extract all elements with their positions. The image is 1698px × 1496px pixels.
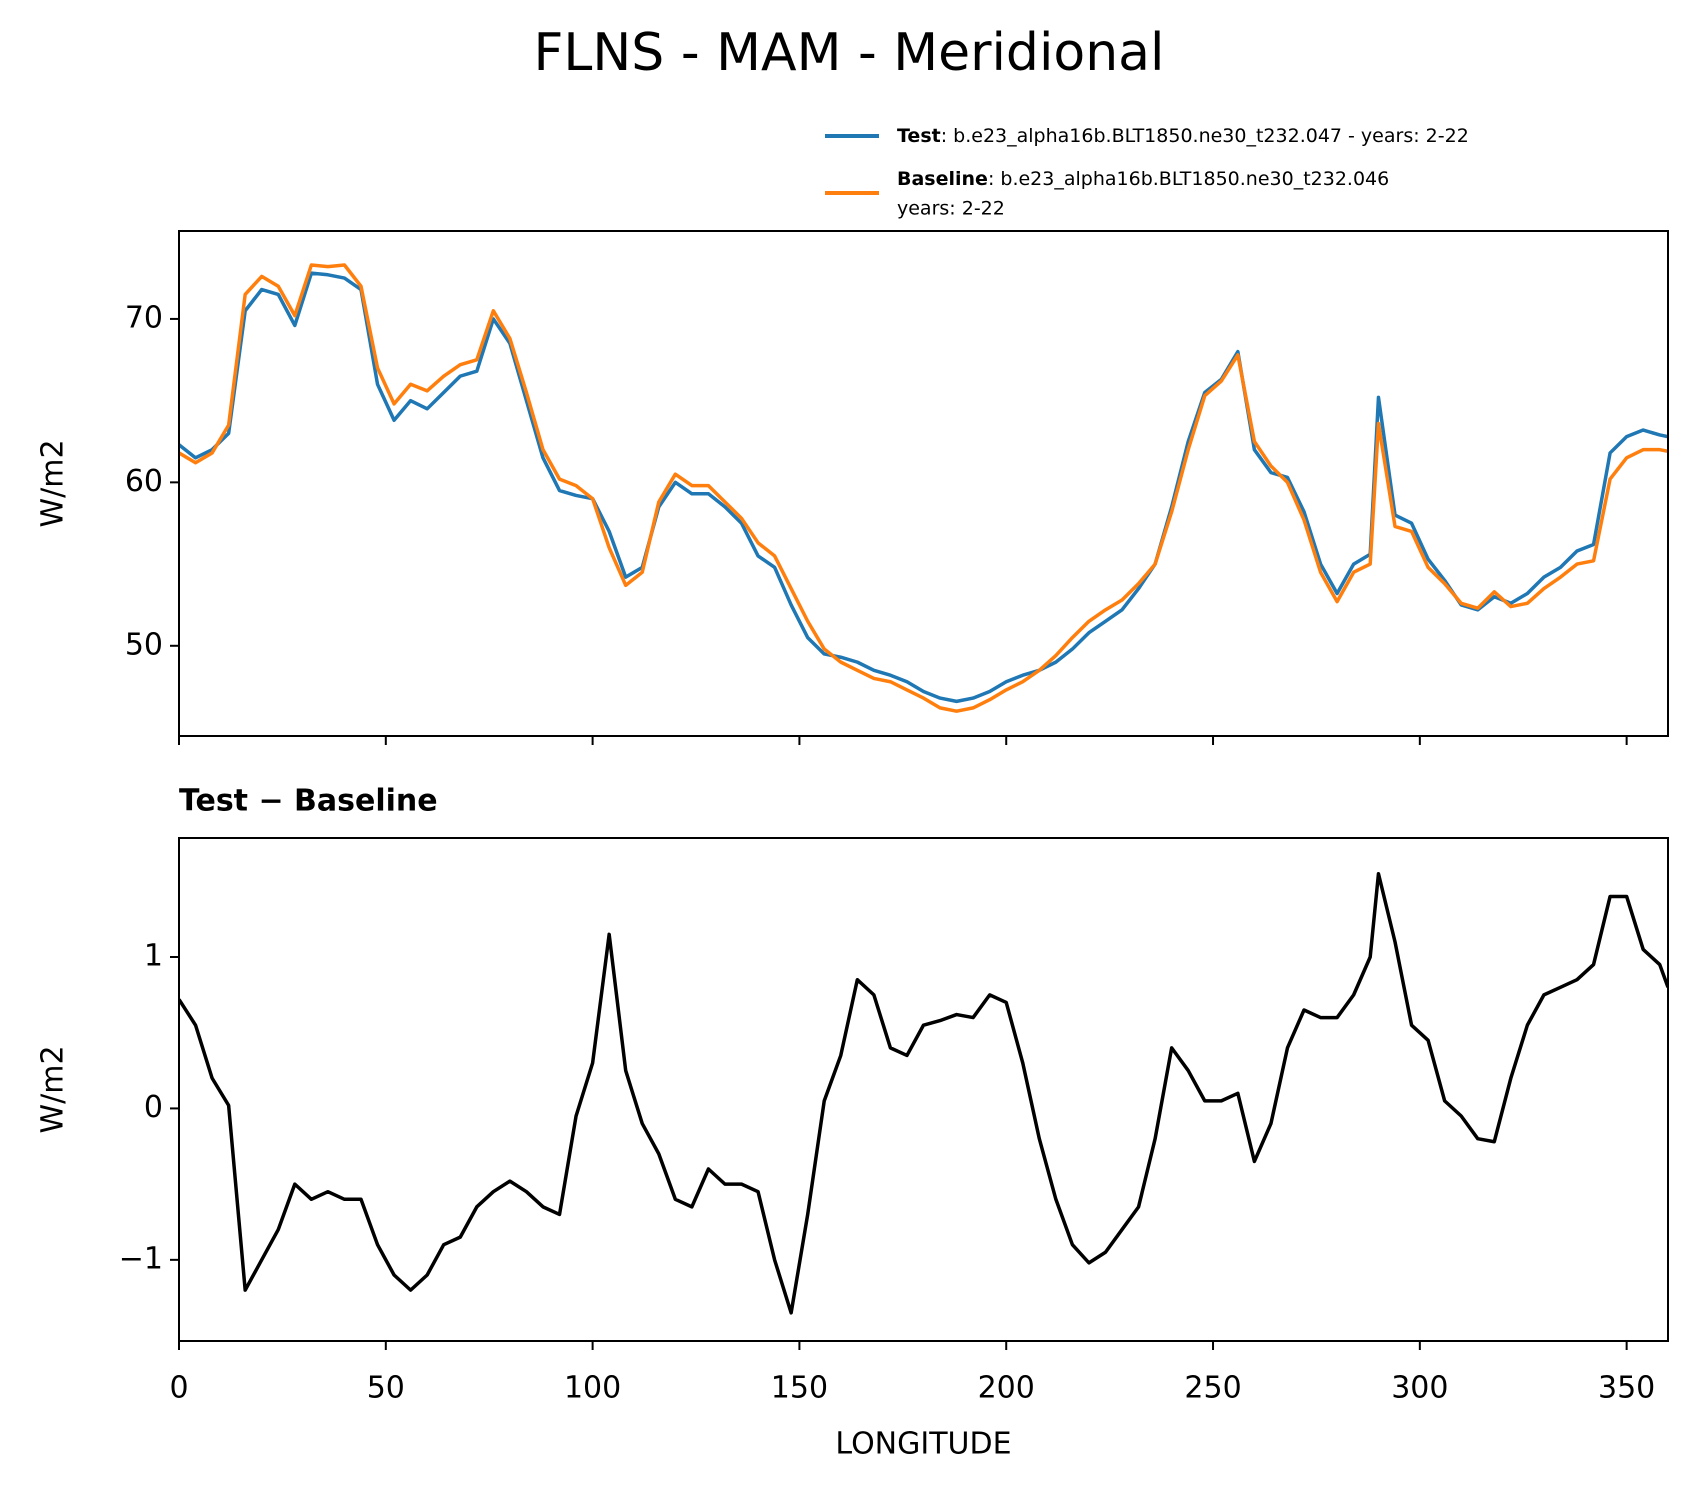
x-tick-label: 0 xyxy=(169,1371,188,1406)
data-line xyxy=(179,263,1668,713)
y-axis-label: W/m2 xyxy=(36,1045,71,1133)
x-tick-label: 100 xyxy=(564,1371,621,1406)
y-tick-label: 50 xyxy=(125,627,163,662)
y-axis-label: W/m2 xyxy=(36,439,71,527)
y-tick-label: 0 xyxy=(144,1090,163,1125)
y-tick-label: −1 xyxy=(119,1241,163,1276)
data-line xyxy=(179,871,1668,1315)
y-tick-label: 70 xyxy=(125,300,163,335)
legend-description: : b.e23_alpha16b.BLT1850.ne30_t232.046 xyxy=(988,168,1389,190)
axes-frame xyxy=(178,230,1669,737)
x-tick-label: 350 xyxy=(1598,1371,1655,1406)
legend-name: Baseline xyxy=(897,168,988,190)
x-tick-label: 50 xyxy=(367,1371,405,1406)
x-tick-label: 300 xyxy=(1391,1371,1448,1406)
x-tick-label: 150 xyxy=(771,1371,828,1406)
legend-description: years: 2-22 xyxy=(897,198,1005,220)
legend-label: Baseline: b.e23_alpha16b.BLT1850.ne30_t2… xyxy=(897,168,1389,190)
y-tick-label: 1 xyxy=(144,939,163,974)
legend-label: Test: b.e23_alpha16b.BLT1850.ne30_t232.0… xyxy=(897,125,1469,147)
axes-frame xyxy=(178,837,1669,1342)
figure-title: FLNS - MAM - Meridional xyxy=(534,23,1165,83)
x-tick-label: 250 xyxy=(1184,1371,1241,1406)
data-line xyxy=(179,271,1668,704)
x-axis-label: LONGITUDE xyxy=(835,1427,1011,1462)
legend-description: : b.e23_alpha16b.BLT1850.ne30_t232.047 -… xyxy=(941,125,1469,147)
subplot-title: Test − Baseline xyxy=(179,784,438,819)
y-tick-label: 60 xyxy=(125,464,163,499)
x-tick-label: 200 xyxy=(978,1371,1035,1406)
legend-name: Test xyxy=(897,125,941,147)
